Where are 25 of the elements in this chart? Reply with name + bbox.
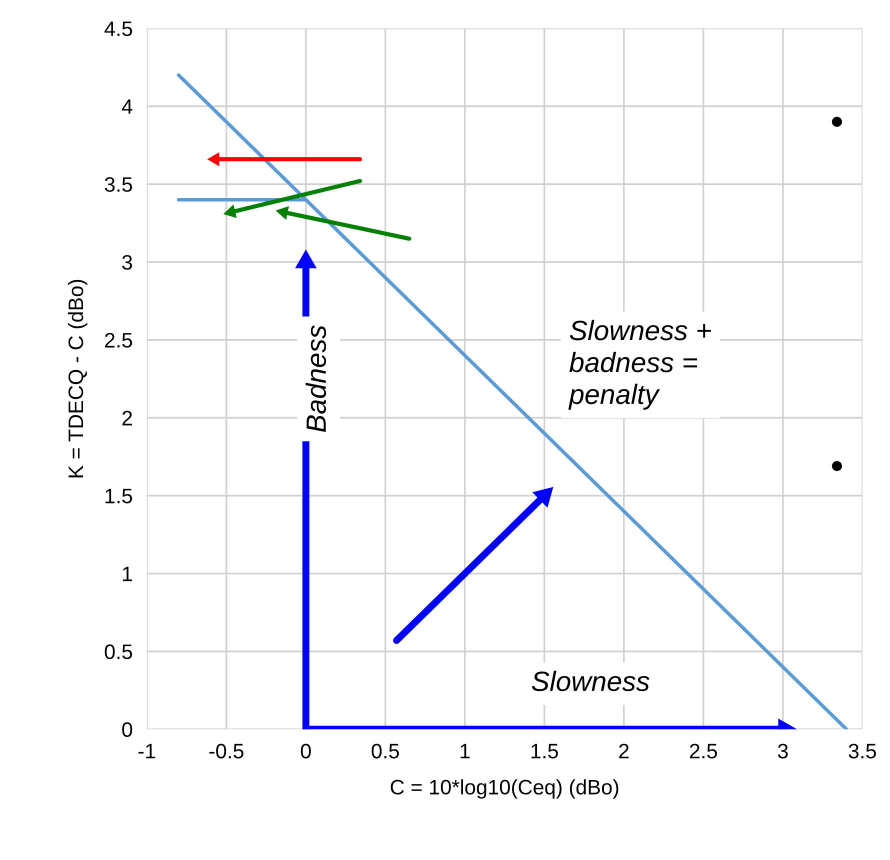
x-axis-title: C = 10*log10(Ceq) (dBo) (390, 779, 618, 799)
x-tick-label: 3.5 (848, 744, 876, 758)
x-tick-label: 0 (300, 744, 311, 758)
annotation: Slowness (532, 670, 650, 692)
x-tick-label: 3 (778, 744, 788, 758)
y-tick-label: 2 (122, 410, 132, 426)
y-tick-label: 3 (122, 255, 132, 270)
x-tick-label: -1 (138, 744, 156, 758)
annotation: Badness (306, 325, 326, 432)
x-tick-label: 0.5 (372, 744, 399, 758)
y-tick-label: 0 (122, 722, 132, 738)
y-tick-label: 1 (122, 566, 132, 582)
y-tick-label: 4 (122, 99, 132, 114)
y-tick-label: 1.5 (106, 488, 132, 504)
x-tick-label: 1 (460, 744, 470, 758)
x-tick-label: 2 (619, 744, 629, 758)
y-tick-label: 3.5 (104, 177, 132, 192)
y-axis-title: K = TDECQ - C (dBo) (68, 280, 88, 478)
y-tick-label: 2.5 (105, 332, 132, 348)
x-tick-label: 2.5 (690, 744, 718, 758)
annotation: Slowness + badness = penalty (568, 320, 711, 410)
y-tick-label: 0.5 (104, 644, 132, 660)
x-tick-label: 1.5 (531, 744, 558, 758)
y-tick-label: 4.5 (104, 22, 132, 36)
x-tick-label: -0.5 (209, 744, 244, 758)
